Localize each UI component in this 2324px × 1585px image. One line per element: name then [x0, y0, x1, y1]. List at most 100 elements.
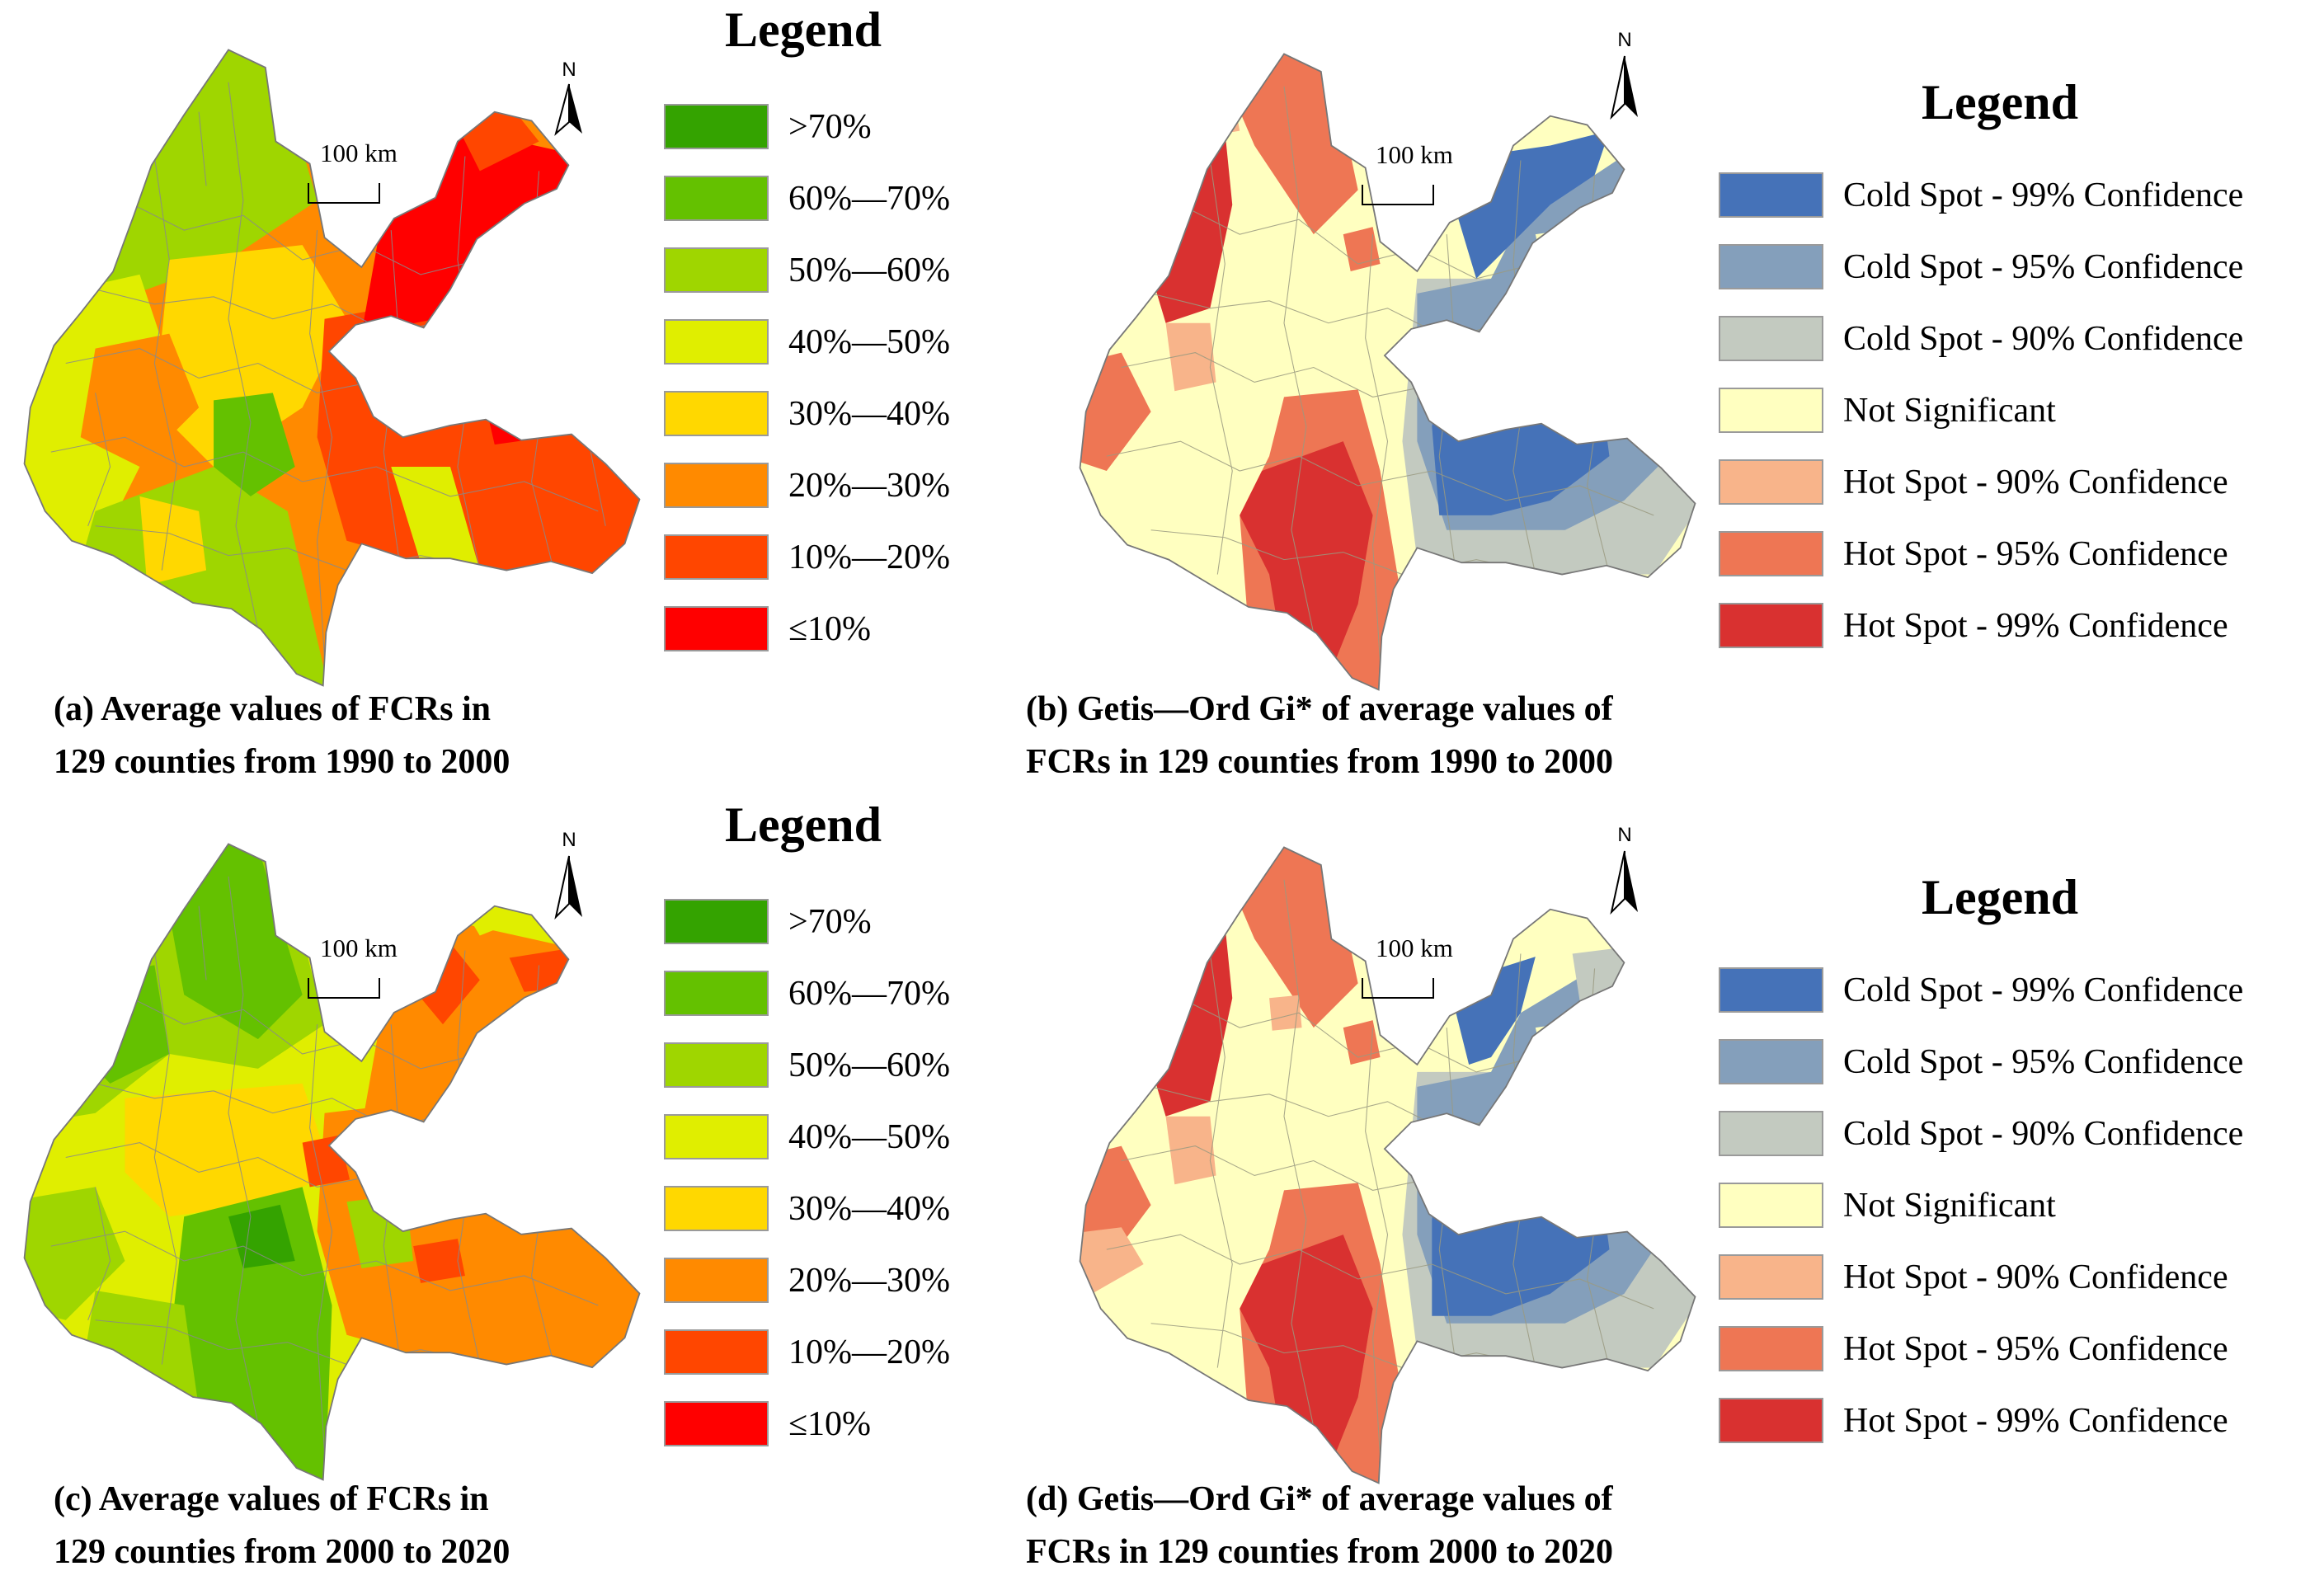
legend-swatch	[664, 534, 769, 580]
legend-label: 50%—60%	[788, 251, 950, 289]
caption-line: (d) Getis—Ord Gi* of average values of	[1026, 1480, 1613, 1518]
legend-item: 50%—60%	[664, 1042, 950, 1088]
map-d-not-significant-east	[1535, 1020, 1595, 1094]
legend-item: Cold Spot - 99% Confidence	[1719, 967, 2243, 1013]
legend-swatch	[1719, 316, 1823, 361]
legend-swatch	[664, 1042, 769, 1088]
legend-label: 40%—50%	[788, 1117, 950, 1156]
map-a-zone-central	[154, 245, 347, 468]
legend-title: Legend	[725, 2, 882, 57]
legend-swatch	[1719, 967, 1823, 1013]
caption: (a) Average values of FCRs in 129 counti…	[54, 683, 510, 788]
legend-item: Hot Spot - 99% Confidence	[1719, 603, 2228, 648]
map-d-cold90-northeast	[1572, 946, 1632, 1001]
legend-swatch	[664, 1186, 769, 1231]
legend-swatch	[1719, 603, 1823, 648]
legend-swatch	[664, 176, 769, 221]
legend-label: >70%	[788, 902, 872, 941]
legend-swatch	[664, 1329, 769, 1375]
scale-bar	[308, 183, 380, 204]
scale-label: 100 km	[320, 934, 398, 962]
map-b	[1079, 53, 1696, 691]
legend-item: Not Significant	[1719, 1183, 2056, 1228]
north-arrow-icon: N	[1610, 29, 1638, 120]
legend-label: Cold Spot - 90% Confidence	[1843, 319, 2244, 358]
map-d-hot90-north-small	[1269, 995, 1302, 1031]
legend-label: ≤10%	[788, 1404, 872, 1443]
legend-swatch	[664, 319, 769, 365]
legend-swatch	[664, 1114, 769, 1159]
legend-item: 40%—50%	[664, 1114, 950, 1159]
legend-swatch	[664, 1401, 769, 1446]
legend-swatch	[1719, 1183, 1823, 1228]
caption: (d) Getis—Ord Gi* of average values of F…	[1026, 1473, 1613, 1578]
legend-label: Hot Spot - 95% Confidence	[1843, 534, 2228, 573]
legend-swatch	[664, 1258, 769, 1303]
legend-swatch	[664, 899, 769, 944]
legend-label: ≤10%	[788, 609, 872, 648]
map-d-base	[1080, 847, 1696, 1484]
legend-swatch	[1719, 388, 1823, 433]
legend-item: Hot Spot - 99% Confidence	[1719, 1398, 2228, 1443]
map-b-hot90-west	[1165, 322, 1216, 392]
map-a-zone-center-green	[214, 393, 295, 496]
legend-label: Hot Spot - 99% Confidence	[1843, 1401, 2228, 1440]
legend-item: ≤10%	[664, 1401, 871, 1446]
legend-item: Hot Spot - 95% Confidence	[1719, 531, 2228, 576]
legend-label: Not Significant	[1843, 391, 2056, 430]
scale-label: 100 km	[1376, 140, 1453, 169]
legend-swatch	[664, 391, 769, 436]
legend-item: Cold Spot - 90% Confidence	[1719, 316, 2243, 361]
map-b-hot90-north	[1165, 54, 1240, 139]
caption: (c) Average values of FCRs in 129 counti…	[54, 1473, 510, 1578]
legend-title: Legend	[1922, 75, 2079, 129]
legend-label: 20%—30%	[788, 1261, 950, 1300]
legend-title: Legend	[725, 797, 882, 852]
legend-label: 60%—70%	[788, 974, 950, 1013]
legend-label: Cold Spot - 95% Confidence	[1843, 1042, 2244, 1081]
legend-label: 10%—20%	[788, 1333, 950, 1371]
legend-label: 30%—40%	[788, 394, 950, 433]
legend-label: Cold Spot - 95% Confidence	[1843, 247, 2244, 286]
north-label: N	[1617, 29, 1631, 51]
legend-label: Hot Spot - 95% Confidence	[1843, 1329, 2228, 1368]
legend-swatch	[664, 104, 769, 149]
map-d-hot99-south	[1240, 1235, 1373, 1472]
legend-label: Cold Spot - 99% Confidence	[1843, 971, 2244, 1009]
north-arrow-icon: N	[554, 829, 582, 920]
map-c-zone-east-red	[413, 1239, 465, 1283]
map-c-zone-center-red	[302, 1135, 350, 1188]
map-b-not-significant-east	[1535, 227, 1595, 301]
scale-label: 100 km	[320, 139, 398, 167]
legend-item: Hot Spot - 95% Confidence	[1719, 1326, 2228, 1371]
legend-swatch	[1719, 244, 1823, 289]
legend-swatch	[664, 971, 769, 1016]
map-a-zone-southeast-yellow	[391, 467, 480, 571]
caption-line: 129 counties from 2000 to 2020	[54, 1533, 510, 1571]
legend-item: 10%—20%	[664, 1329, 950, 1375]
legend-label: Cold Spot - 90% Confidence	[1843, 1114, 2244, 1153]
legend-label: 30%—40%	[788, 1189, 950, 1228]
legend-swatch	[664, 606, 769, 651]
map-a-zone-east	[317, 296, 640, 586]
north-label: N	[562, 59, 576, 81]
north-arrow-icon: N	[1610, 824, 1638, 915]
north-label: N	[1617, 824, 1631, 846]
legend-label: 40%—50%	[788, 322, 950, 361]
map-b-county-lines	[1106, 86, 1669, 664]
legend-label: Cold Spot - 99% Confidence	[1843, 176, 2244, 214]
legend-label: Hot Spot - 90% Confidence	[1843, 1258, 2228, 1296]
legend-swatch	[664, 463, 769, 508]
scale-bar	[1362, 978, 1434, 999]
legend-swatch	[664, 247, 769, 293]
legend-label: Hot Spot - 99% Confidence	[1843, 606, 2228, 645]
legend-swatch	[1719, 1398, 1823, 1443]
caption-line: FCRs in 129 counties from 1990 to 2000	[1026, 743, 1614, 781]
legend-item: 50%—60%	[664, 247, 950, 293]
legend-item: 20%—30%	[664, 1258, 950, 1303]
legend-item: 30%—40%	[664, 391, 950, 436]
caption-line: 129 counties from 1990 to 2000	[54, 743, 510, 781]
legend-label: Not Significant	[1843, 1186, 2056, 1225]
legend-item: 60%—70%	[664, 971, 950, 1016]
map-a-zone-south-yellow	[139, 496, 207, 586]
